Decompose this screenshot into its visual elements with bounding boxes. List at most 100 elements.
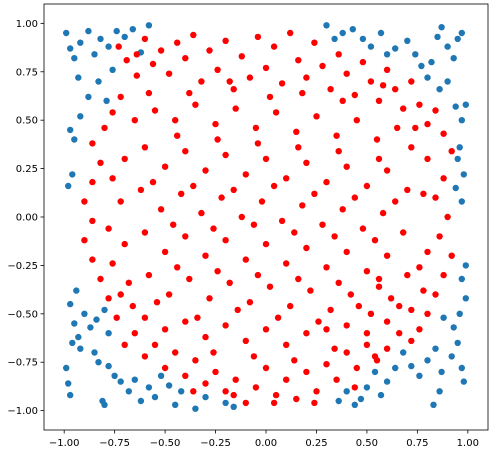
scatter-point — [101, 306, 108, 314]
scatter-point — [161, 326, 169, 333]
scatter-point — [178, 388, 185, 395]
scatter-point — [295, 275, 302, 283]
scatter-point — [339, 29, 346, 37]
scatter-point — [202, 380, 209, 387]
x-tick-label: 0.75 — [406, 438, 428, 449]
scatter-point — [371, 368, 379, 376]
scatter-point — [75, 333, 82, 341]
scatter-point — [151, 107, 159, 114]
scatter-point — [343, 349, 350, 356]
scatter-point — [133, 72, 140, 79]
scatter-point — [440, 314, 447, 321]
scatter-point — [178, 190, 185, 197]
scatter-point — [343, 322, 350, 329]
scatter-point — [198, 78, 205, 85]
scatter-point — [363, 384, 371, 391]
scatter-point — [252, 384, 260, 391]
scatter-point — [392, 364, 399, 372]
scatter-point — [238, 53, 245, 60]
scatter-point — [117, 378, 124, 385]
x-tick-label: 0.25 — [305, 438, 327, 449]
scatter-point — [432, 345, 439, 352]
y-axis: −1.00 −0.75 −0.50 −0.25 0.00 0.25 0.50 0.75 1.00 — [7, 19, 44, 417]
scatter-point — [278, 217, 286, 225]
scatter-point — [145, 384, 153, 391]
scatter-point — [456, 144, 463, 151]
scatter-point — [448, 148, 455, 155]
scatter-point — [210, 225, 217, 232]
scatter-point — [416, 264, 423, 271]
scatter-point — [62, 29, 70, 37]
y-tick-label: 0.75 — [16, 67, 38, 78]
scatter-point — [351, 384, 358, 391]
scatter-point — [408, 362, 415, 370]
scatter-point — [343, 163, 350, 170]
scatter-point — [65, 380, 72, 387]
scatter-point — [99, 397, 106, 405]
scatter-point — [172, 349, 179, 356]
scatter-point — [323, 22, 330, 29]
scatter-point — [436, 388, 443, 395]
scatter-point — [206, 295, 213, 302]
scatter-point — [339, 97, 346, 105]
scatter-point — [141, 144, 149, 151]
scatter-point — [351, 401, 358, 408]
scatter-point — [81, 237, 88, 244]
scatter-point — [293, 128, 300, 135]
scatter-point — [432, 291, 439, 298]
scatter-point — [303, 330, 310, 337]
x-tick-label: 1.00 — [457, 438, 479, 449]
scatter-point — [149, 178, 157, 186]
scatter-point — [416, 372, 423, 379]
scatter-point — [353, 364, 360, 372]
scatter-point — [246, 74, 254, 81]
scatter-point — [125, 388, 132, 395]
scatter-point — [149, 60, 157, 68]
scatter-point — [303, 244, 310, 252]
scatter-point — [69, 171, 76, 178]
scatter-point — [105, 330, 112, 337]
scatter-point — [121, 341, 128, 348]
scatter-point — [141, 229, 149, 236]
scatter-point — [375, 283, 383, 290]
scatter-point — [283, 175, 290, 182]
scatter-point — [157, 47, 165, 54]
scatter-point — [307, 287, 314, 294]
x-tick-label: −0.75 — [99, 438, 130, 449]
scatter-point — [287, 29, 294, 37]
scatter-point — [137, 186, 145, 194]
scatter-point — [444, 213, 451, 221]
scatter-point — [202, 252, 209, 259]
scatter-point — [105, 225, 112, 232]
scatter-point — [408, 306, 415, 314]
scatter-point — [454, 339, 461, 347]
scatter-point — [383, 378, 391, 385]
scatter-point — [172, 401, 179, 408]
scatter-point — [379, 209, 387, 217]
scatter-point — [343, 388, 350, 395]
scatter-point — [438, 368, 445, 376]
scatter-point — [323, 361, 330, 368]
scatter-point — [462, 295, 469, 302]
scatter-point — [383, 167, 391, 174]
scatter-point — [462, 101, 469, 108]
scatter-point — [311, 39, 318, 46]
scatter-point — [392, 86, 399, 93]
scatter-point — [105, 362, 112, 370]
scatter-point — [418, 62, 425, 70]
scatter-point — [363, 330, 371, 337]
scatter-point — [462, 262, 469, 269]
scatter-point — [396, 330, 403, 337]
scatter-point — [206, 47, 213, 54]
scatter-point — [157, 372, 165, 379]
scatter-point — [182, 233, 189, 240]
scatter-point — [161, 364, 169, 372]
scatter-point — [172, 117, 179, 124]
scatter-point — [141, 35, 149, 43]
scatter-point — [89, 140, 96, 147]
scatter-point — [359, 35, 367, 43]
scatter-point — [121, 33, 128, 41]
scatter-point — [182, 148, 189, 155]
scatter-point — [73, 287, 80, 294]
scatter-point — [339, 206, 346, 213]
